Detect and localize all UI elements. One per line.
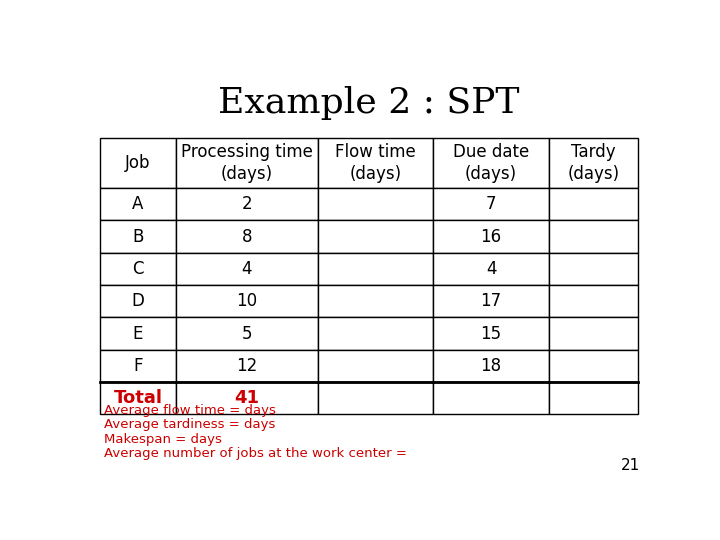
Text: A: A [132,195,144,213]
Text: 8: 8 [242,227,252,246]
Text: 5: 5 [242,325,252,342]
Bar [176,220,318,253]
Text: Makespan = days: Makespan = days [104,433,222,446]
Text: 4: 4 [242,260,252,278]
Bar [176,285,318,318]
Text: 4: 4 [486,260,496,278]
Text: 41: 41 [235,389,259,407]
Text: Total: Total [114,389,163,407]
Bar [549,285,638,318]
Text: Example 2 : SPT: Example 2 : SPT [218,86,520,120]
Text: Average tardiness = days: Average tardiness = days [104,418,275,431]
Text: Average number of jobs at the work center =: Average number of jobs at the work cente… [104,448,407,461]
Bar [318,188,433,220]
Bar [318,253,433,285]
Bar [176,382,318,414]
Bar [100,318,176,350]
Bar [100,350,176,382]
Bar [318,350,433,382]
Text: Job: Job [125,154,150,172]
Text: 12: 12 [236,357,258,375]
Text: B: B [132,227,144,246]
Bar [176,188,318,220]
Text: Tardy
(days): Tardy (days) [567,143,619,183]
Text: 18: 18 [480,357,502,375]
Bar [433,318,549,350]
Bar [549,188,638,220]
Text: 16: 16 [480,227,502,246]
Text: 17: 17 [480,292,502,310]
Text: Due date
(days): Due date (days) [453,143,529,183]
Bar [318,220,433,253]
Bar [433,253,549,285]
Bar [433,188,549,220]
Bar [100,382,176,414]
Text: 2: 2 [242,195,252,213]
Text: E: E [132,325,143,342]
Text: C: C [132,260,144,278]
Bar [100,220,176,253]
Text: 21: 21 [621,458,640,473]
Text: D: D [132,292,145,310]
Bar [549,318,638,350]
Bar [100,188,176,220]
Text: 10: 10 [236,292,258,310]
Text: Flow time
(days): Flow time (days) [336,143,416,183]
Text: F: F [133,357,143,375]
Bar [549,382,638,414]
Text: 15: 15 [480,325,502,342]
Text: 7: 7 [486,195,496,213]
Bar [433,285,549,318]
Bar [433,220,549,253]
Bar [549,220,638,253]
Bar [176,318,318,350]
Bar [433,382,549,414]
Bar [549,253,638,285]
Bar [176,350,318,382]
Bar [318,318,433,350]
Bar [176,253,318,285]
Bar [549,350,638,382]
Bar [100,253,176,285]
Bar [318,382,433,414]
Bar [100,285,176,318]
Bar [433,350,549,382]
Text: Average flow time = days: Average flow time = days [104,403,276,416]
Bar [318,285,433,318]
Text: Processing time
(days): Processing time (days) [181,143,313,183]
